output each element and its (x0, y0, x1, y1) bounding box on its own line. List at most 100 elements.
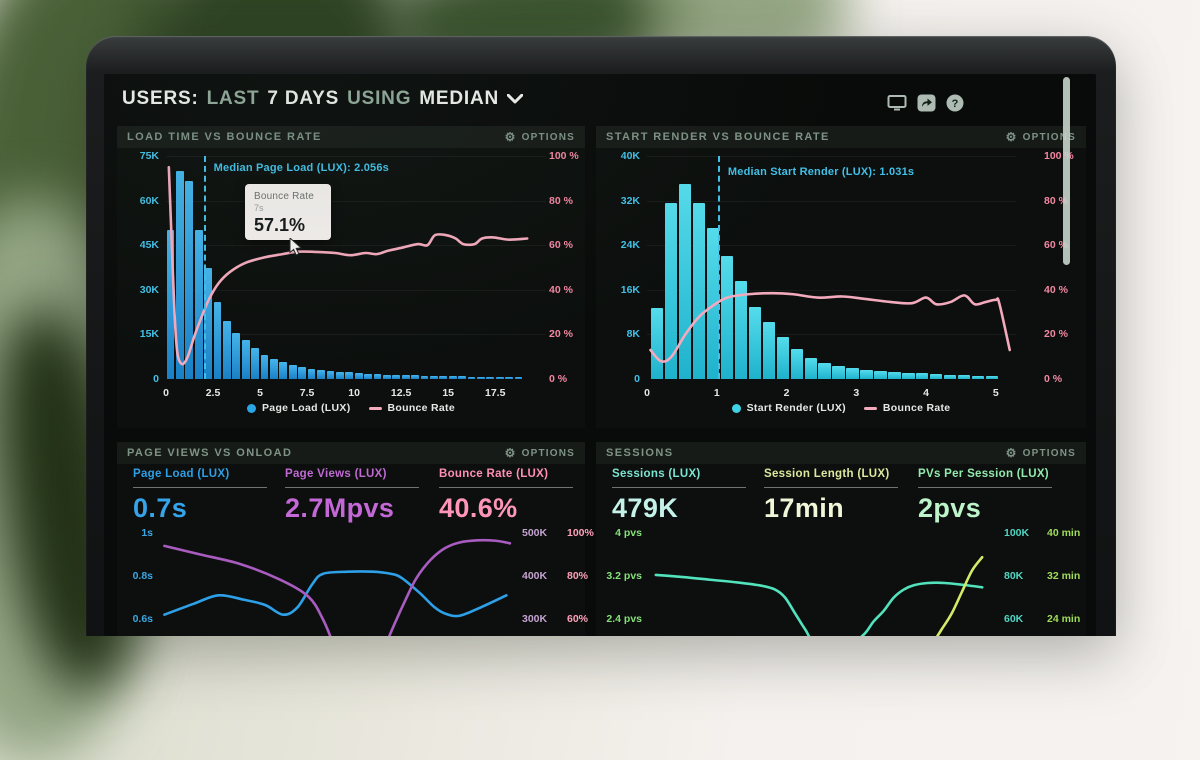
y-axis-label-left: 75K (139, 150, 159, 162)
metric-underline (918, 487, 1052, 488)
metric-value: 479K (612, 493, 679, 523)
histogram-bar (317, 369, 325, 379)
options-button[interactable]: ⚙ OPTIONS (504, 130, 575, 144)
chart-legend: Page Load (LUX) Bounce Rate (117, 402, 585, 414)
mouse-cursor (289, 238, 303, 256)
histogram-bar (944, 374, 957, 379)
histogram-bar (232, 332, 241, 379)
gridline (166, 156, 546, 157)
histogram-bar (392, 374, 401, 379)
histogram-bar (260, 354, 269, 379)
histogram-bar (665, 203, 678, 379)
legend-label: Bounce Rate (387, 402, 455, 414)
chevron-down-icon (507, 94, 524, 104)
histogram-bar (213, 301, 222, 379)
histogram-bar (241, 340, 250, 379)
y-axis-label-right-1: 80K (1004, 570, 1024, 582)
median-marker-line (717, 156, 720, 379)
metric-underline (764, 487, 898, 488)
histogram-bar (678, 183, 692, 379)
metric-value: 40.6% (439, 493, 518, 523)
gridline (647, 245, 1016, 247)
panel-header: SESSIONS ⚙ OPTIONS (596, 442, 1086, 464)
histogram-bar (505, 377, 513, 379)
y-axis-label-left: 0.8s (132, 570, 153, 582)
histogram-bar (270, 358, 278, 379)
panel-header: PAGE VIEWS VS ONLOAD ⚙ OPTIONS (117, 442, 585, 464)
histogram-bar (298, 367, 307, 379)
options-button[interactable]: ⚙ OPTIONS (1005, 446, 1076, 460)
panel-title: LOAD TIME VS BOUNCE RATE (127, 131, 322, 143)
panel-title: SESSIONS (606, 447, 674, 459)
metric-underline (285, 487, 419, 488)
y-axis-label-right-2: 24 min (1047, 613, 1081, 625)
gear-icon: ⚙ (504, 130, 517, 144)
legend-dot-swatch (731, 403, 741, 413)
histogram-bar (326, 370, 335, 379)
share-icon[interactable] (917, 94, 936, 112)
help-icon[interactable]: ? (946, 94, 964, 112)
histogram-bar (985, 376, 999, 379)
panel-title: PAGE VIEWS VS ONLOAD (127, 447, 293, 459)
histogram-bar (720, 256, 734, 379)
metric-value: 0.7s (133, 493, 188, 523)
histogram-bar (420, 375, 429, 379)
x-axis-label: 3 (853, 387, 860, 399)
histogram-bar (335, 371, 344, 379)
y-axis-label-left: 8K (626, 328, 640, 341)
histogram-bar (692, 203, 706, 379)
options-button[interactable]: ⚙ OPTIONS (1005, 130, 1076, 144)
scrollbar[interactable] (1063, 77, 1070, 265)
histogram-bar (411, 375, 419, 379)
metric-label: Page Load (LUX) (133, 468, 230, 480)
metric-3: Bounce Rate (LUX) 40.6% (439, 468, 585, 524)
tooltip-subtitle: 7s (254, 203, 264, 213)
y-axis-label-right: 0 % (1044, 373, 1063, 385)
tooltip-title: Bounce Rate (254, 191, 315, 202)
y-axis-label-right-1: 500K (522, 527, 548, 539)
monitor-icon[interactable] (887, 94, 907, 112)
y-axis-label-left: 0.6s (132, 613, 153, 625)
x-axis-label: 0 (644, 387, 650, 399)
histogram-bar (373, 373, 382, 379)
histogram-bar (846, 368, 859, 379)
y-axis-label-right: 20 % (1044, 328, 1068, 341)
histogram-bar (734, 281, 748, 379)
y-axis-label-left: 32K (620, 194, 640, 207)
gear-icon: ⚙ (1005, 130, 1018, 144)
y-axis-label-left: 0 (634, 373, 640, 385)
y-axis-label-right-2: 80% (567, 570, 589, 582)
x-axis-label: 1 (713, 387, 720, 399)
gear-icon: ⚙ (1005, 446, 1018, 460)
legend-dot-swatch (247, 403, 256, 413)
y-axis-label-left: 4 pvs (615, 527, 642, 539)
histogram-bar (832, 366, 845, 379)
histogram-bar (223, 321, 231, 379)
y-axis-label-left: 3.2 pvs (606, 570, 642, 582)
y-axis-label-right: 80 % (1044, 194, 1068, 207)
histogram-bar (166, 230, 175, 379)
y-axis-label-left: 40K (620, 150, 640, 162)
panel-page-views-vs-onload: PAGE VIEWS VS ONLOAD ⚙ OPTIONS Page Load … (117, 442, 594, 636)
gridline (166, 289, 546, 291)
histogram-bar (748, 306, 762, 379)
timeframe-dropdown[interactable]: USERS: LAST 7 DAYS USING MEDIAN (122, 88, 524, 110)
metric-2: Page Views (LUX) 2.7Mpvs (285, 468, 431, 524)
title-median: MEDIAN (419, 88, 500, 109)
gridline (166, 200, 546, 202)
title-last: LAST (206, 88, 260, 109)
y-axis-label-left: 16K (620, 283, 640, 296)
x-axis-label: 2 (783, 387, 790, 399)
y-axis-label-left: 0 (153, 373, 159, 385)
options-button[interactable]: ⚙ OPTIONS (504, 446, 575, 460)
title-days: 7 DAYS (267, 88, 340, 109)
panel-load-time-vs-bounce-rate: LOAD TIME VS BOUNCE RATE ⚙ OPTIONS Bounce… (117, 126, 585, 428)
median-marker-label: Median Page Load (LUX): 2.056s (213, 162, 389, 174)
gear-icon: ⚙ (504, 446, 517, 460)
histogram-bar (307, 368, 316, 379)
metric-value: 2pvs (918, 493, 982, 523)
y-axis-label-right: 20 % (549, 328, 573, 341)
histogram-bar (776, 337, 789, 379)
histogram-bar (458, 376, 466, 379)
